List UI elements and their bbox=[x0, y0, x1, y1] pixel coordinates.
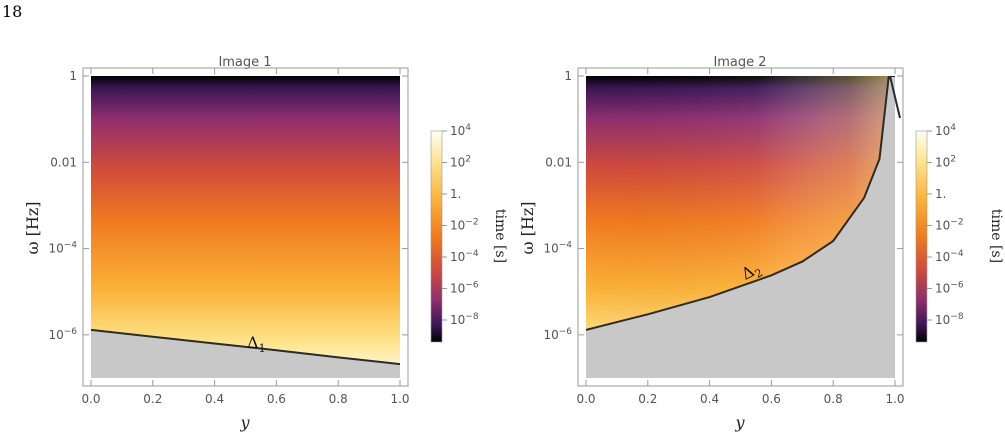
x-tick-label: 1.0 bbox=[390, 392, 409, 406]
curve-edge-segment bbox=[889, 75, 901, 119]
x-tick-label: 0.4 bbox=[205, 392, 224, 406]
plot-frame bbox=[577, 67, 904, 387]
y-tick-label: 1 bbox=[69, 69, 77, 83]
y-tick-label: 10−6 bbox=[48, 327, 77, 342]
y-tick-label: 10−6 bbox=[543, 327, 572, 342]
y-axis-label: ω [Hz] bbox=[518, 202, 537, 255]
chart-image-1: Image 1 0.0 0.2 0.4 0.6 0.8 1.010.0110−410−6 … bbox=[23, 55, 410, 432]
colorbar-tick-label: 10−4 bbox=[935, 249, 964, 264]
y-tick-label: 10−4 bbox=[543, 241, 572, 256]
colorbar-tick-label: 102 bbox=[935, 155, 956, 170]
colorbar-tick-label: 104 bbox=[450, 123, 471, 138]
x-tick-label: 0.8 bbox=[824, 392, 843, 406]
tick-exponent: −4 bbox=[950, 249, 964, 259]
colorbar-image-1: 104 102 1. 10−2 10−4 10−6 10−8 time [s] bbox=[430, 123, 508, 343]
tick-exponent: 4 bbox=[465, 123, 471, 133]
colorbar-image-2: 104 102 1. 10−2 10−4 10−6 10−8 time [s] bbox=[915, 123, 1004, 343]
page-number: 18 bbox=[2, 2, 23, 21]
tick-exponent: 4 bbox=[950, 123, 956, 133]
colorbar-tick-label: 104 bbox=[935, 123, 956, 138]
tick-exponent: 2 bbox=[465, 155, 471, 165]
chart-title: Image 1 bbox=[218, 55, 271, 70]
colorbar-tick-label: 1. bbox=[450, 187, 461, 201]
colorbar-tick-label: 10−8 bbox=[450, 312, 479, 327]
chart-title: Image 2 bbox=[713, 55, 766, 70]
x-axis-label: y bbox=[734, 413, 745, 432]
colorbar-tick-label: 10−6 bbox=[935, 281, 964, 296]
tick-exponent: −6 bbox=[559, 327, 573, 337]
colorbar-tick-label: 10−6 bbox=[450, 281, 479, 296]
colorbar-label: time [s] bbox=[988, 209, 1004, 263]
curve-label-subscript: 1 bbox=[259, 342, 266, 355]
tick-exponent: −8 bbox=[950, 312, 964, 322]
tick-exponent: −4 bbox=[64, 241, 78, 251]
below-curve-region bbox=[91, 329, 400, 378]
y-axis-label: ω [Hz] bbox=[23, 202, 42, 255]
colorbar-tick-label: 10−4 bbox=[450, 249, 479, 264]
y-tick-label: 1 bbox=[564, 69, 572, 83]
tick-exponent: 2 bbox=[950, 155, 956, 165]
y-tick-label: 10−4 bbox=[48, 241, 77, 256]
tick-exponent: −2 bbox=[950, 218, 963, 228]
y-tick-label: 0.01 bbox=[545, 155, 572, 169]
colorbar bbox=[430, 130, 443, 343]
colorbar bbox=[915, 130, 928, 343]
x-tick-label: 0.8 bbox=[329, 392, 348, 406]
tick-exponent: −6 bbox=[64, 327, 78, 337]
heatmap-area bbox=[91, 76, 400, 378]
colorbar-tick-label: 10−2 bbox=[450, 218, 479, 233]
colorbar-ticks: 104 102 1. 10−2 10−4 10−6 10−8 bbox=[927, 123, 964, 327]
tick-exponent: −6 bbox=[465, 281, 479, 291]
tick-exponent: −4 bbox=[559, 241, 573, 251]
chart-image-2: Image 2 0.0 0.2 0.4 0.6 0.8 1.010.0110−410−6 … bbox=[518, 55, 905, 432]
x-tick-label: 0.4 bbox=[700, 392, 719, 406]
colorbar-tick-label: 1. bbox=[935, 187, 946, 201]
delta1-curve bbox=[91, 328, 400, 366]
colorbar-label: time [s] bbox=[492, 209, 508, 263]
x-tick-label: 0.0 bbox=[576, 392, 595, 406]
x-axis-label: y bbox=[239, 413, 250, 432]
tick-exponent: −2 bbox=[465, 218, 478, 228]
tick-exponent: −8 bbox=[465, 312, 479, 322]
y-tick-label: 0.01 bbox=[50, 155, 77, 169]
below-curve-region bbox=[586, 76, 895, 378]
x-tick-label: 1.0 bbox=[885, 392, 904, 406]
tick-exponent: −6 bbox=[950, 281, 964, 291]
x-tick-label: 0.6 bbox=[267, 392, 286, 406]
x-tick-label: 0.2 bbox=[143, 392, 162, 406]
colorbar-tick-label: 102 bbox=[450, 155, 471, 170]
axis-ticks: 0.0 0.2 0.4 0.6 0.8 1.0 1 0.01 10−4 10−6 bbox=[48, 68, 410, 406]
x-tick-label: 0.2 bbox=[638, 392, 657, 406]
x-tick-label: 0.0 bbox=[81, 392, 100, 406]
plot-frame bbox=[82, 67, 409, 387]
colorbar-ticks: 104 102 1. 10−2 10−4 10−6 10−8 bbox=[442, 123, 479, 327]
colorbar-tick-label: 10−2 bbox=[935, 218, 964, 233]
colorbar-tick-label: 10−8 bbox=[935, 312, 964, 327]
x-tick-label: 0.6 bbox=[762, 392, 781, 406]
tick-exponent: −4 bbox=[465, 249, 479, 259]
delta2-curve bbox=[586, 76, 895, 331]
